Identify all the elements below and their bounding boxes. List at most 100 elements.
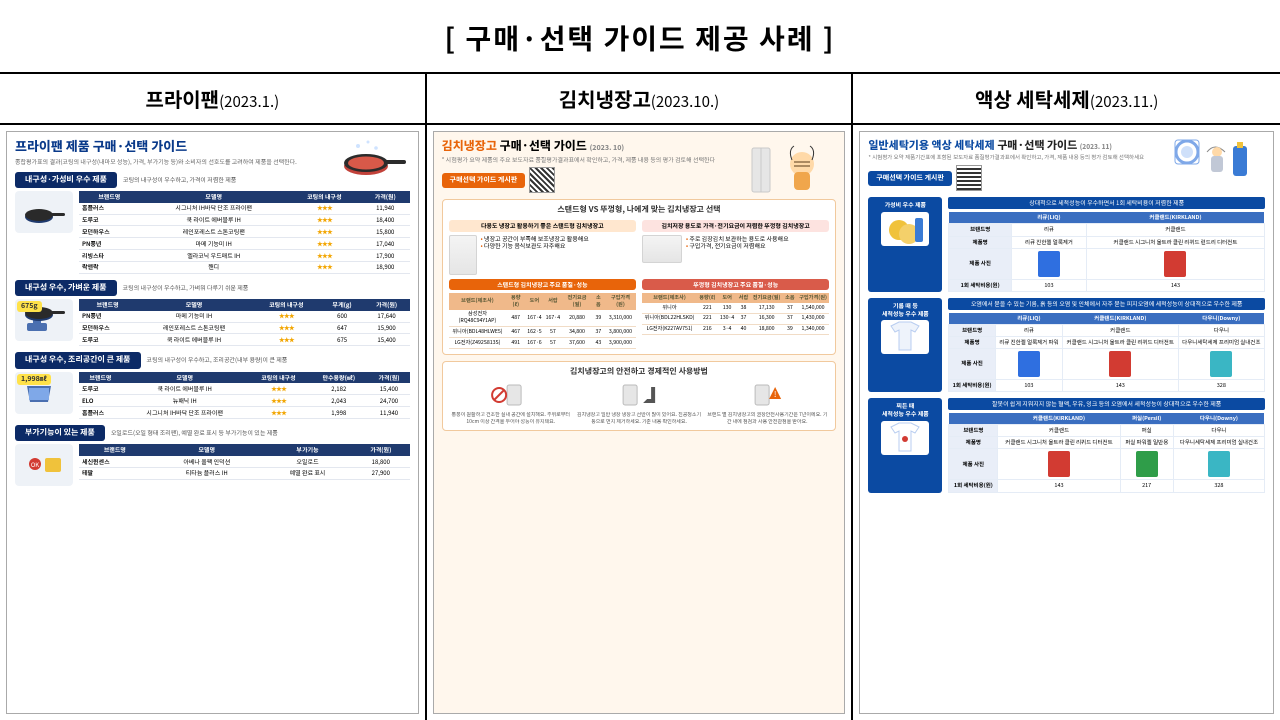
fp-section-desc: 코팅의 내구성이 우수하고, 가벼워 다루기 쉬운 제품 [123,284,249,292]
col-title: 액상 세탁세제 [975,84,1090,113]
fp-table: 브랜드명모델명코팅의 내구성무게(g)가격(원)PN풍년마메 기능미 IH★★★… [79,299,410,346]
fridge-stand-icon [449,235,477,275]
kf-table-lid: 브랜드(제조사)용량(ℓ)도어서랍전기요금(월)소음구입가격(원)위니아2211… [642,293,829,335]
tip-icon [449,381,573,407]
col-header-kf: 김치냉장고(2023.10.) [427,74,852,125]
kf-card: 김치냉장고 구매·선택 가이드 (2023. 10) * 시험평가 요약 제품의… [433,131,846,714]
col-header-dt: 액상 세탁세제(2023.11.) [853,74,1280,125]
table-row: 모던하우스레인포레스트 스톤코팅팬★★★64715,900 [79,322,410,334]
dt-tab-illustration [881,212,929,246]
table-row: 도루코쿡 라이트 에버블루 IH★★★2,18215,400 [79,383,410,394]
dt-guide-button[interactable]: 구매선택 가이드 게시판 [868,171,952,186]
kf-box-tips: 김치냉장고의 안전하고 경제적인 사용방법 통풍이 원활하고 건조한 실내 공간… [442,361,837,431]
table-row: 테팔티타늄 플러스 IH예열 완료 표시27,900 [79,467,410,479]
fp-table: 브랜드명모델명부가기능가격(원)세신퀸센스아베나 올팩 인덕션오일로드18,80… [79,444,410,479]
kf-tbl-a-title: 스탠드형 김치냉장고 주요 품질·성능 [449,279,636,291]
table-row: 제품 사진 [949,349,1265,380]
fp-thumb-icon: OK [15,444,73,486]
qr-code-icon [956,165,982,191]
detergent-bottle-icon [1210,351,1232,377]
col-date: (2023.1.) [219,91,279,112]
table-row: 1회 세탁비용(원)143217328 [949,480,1265,492]
detergent-bottle-icon [1048,451,1070,477]
detergent-bottle-icon [1208,451,1230,477]
fp-card: 프라이팬 제품 구매·선택 가이드 종합평가표의 결과(코팅의 내구성(내마모 … [6,131,419,714]
col-date: (2023.11.) [1090,91,1158,112]
table-row: 홈플러스시그니처 IH바닥 단조 프라이팬★★★11,940 [79,203,410,214]
dt-table: 커클랜드(KIRKLAND)퍼실(Persil)다우니(Downy)브랜드명커클… [948,413,1265,493]
col-fryingpan: 프라이팬(2023.1.) 프라이팬 제품 구매·선택 가이드 종합평가표의 결… [0,74,427,720]
fridge-lid-icon [642,235,682,263]
kf-hero-illustration [748,142,832,196]
pan-hero-illustration [338,138,408,184]
svg-text:!: ! [774,389,777,400]
col-date: (2023.10.) [651,91,719,112]
list-item: 구입가격, 전기요금이 저렴해요 [686,242,789,250]
table-row: 위니아(BDL48HLWE5)467162·55734,800373,800,0… [449,327,636,338]
kf-tbl-b-title: 뚜껑형 김치냉장고 주요 품질·성능 [642,279,829,291]
col-title: 프라이팬 [145,84,219,113]
kf-tip: !브랜드 별 김치냉장고의 권장안전사용기간은 7년이에요. 기간 내에 점검과… [705,381,829,425]
dt-table: 리큐(LiQ)커클랜드(KIRKLAND)다우니(Downy)브랜드명리큐커클랜… [948,313,1265,393]
dt-hero-illustration [1173,138,1263,190]
fp-section-tab: 내구성·가성비 우수 제품 [15,172,117,188]
col-kimchi: 김치냉장고(2023.10.) 김치냉장고 구매·선택 가이드 (2023. 1… [427,74,854,720]
dt-tab: 찌든 때세척성능 우수 제품 [868,398,942,492]
table-row: 브랜드명리큐커클랜드다우니 [949,324,1265,336]
table-row: 제품 사진 [949,449,1265,480]
detergent-bottle-icon [1038,251,1060,277]
table-row: 리빙스타엘라코닉 우드매트 IH★★★17,900 [79,250,410,262]
table-row: 모던하우스레인포레스트 스톤코팅팬★★★15,800 [79,226,410,238]
fp-section: 내구성 우수, 조리공간이 큰 제품코팅의 내구성이 우수하고, 조리공간(내부… [15,352,410,419]
table-row: 삼성전자(RQ48C94Y1AP)487167·4167·420,880393,… [449,310,636,327]
table-row: 1회 세탁비용(원)103143 [949,279,1265,291]
grid: 프라이팬(2023.1.) 프라이팬 제품 구매·선택 가이드 종합평가표의 결… [0,72,1280,720]
fp-section: 부가기능이 있는 제품오일로드(오일 형태 조리팬), 예열 완료 표시 등 부… [15,425,410,486]
fp-section-tab: 내구성 우수, 가벼운 제품 [15,280,117,296]
kf-stand-title: 다용도 냉장고 활용하기 좋은 스탠드형 김치냉장고 [449,220,636,232]
detergent-bottle-icon [1018,351,1040,377]
col-header-fp: 프라이팬(2023.1.) [0,74,425,125]
svg-text:OK: OK [31,460,39,469]
fp-section-desc: 코팅의 내구성이 우수하고, 가격이 저렴한 제품 [123,176,236,184]
kf-lid-title: 김치저장 용도로 가격·전기요금이 저렴한 뚜껑형 김치냉장고 [642,220,829,232]
dt-tab: 기름 때 등세척성능 우수 제품 [868,298,942,392]
dt-card: 일반세탁기용 액상 세탁세제 구매·선택 가이드 (2023. 11) * 시험… [859,131,1274,714]
qr-code-icon [529,167,555,193]
table-row: 제품명커클랜드 시그니처 울트라 클린 리퀴드 디터전트퍼실 파워젤 일반용다우… [949,437,1265,449]
fp-thumb-icon: 1,998㎖ [15,372,73,414]
dt-strip: 상대적으로 세척성능이 우수하면서 1회 세탁비용이 저렴한 제품 [948,197,1265,209]
col-title: 김치냉장고 [559,84,651,113]
table-row: LG전자(K227AV751)2163·44018,800391,340,000 [642,324,829,335]
kf-table-stand: 브랜드(제조사)용량(ℓ)도어서랍전기요금(월)소음구입가격(원)삼성전자(RQ… [449,293,636,349]
dt-table: 리큐(LiQ)커클랜드(KIRKLAND)브랜드명리큐커클랜드제품명리큐 진한젤… [948,212,1265,292]
table-row: PN풍년마메 기능미 IH★★★60017,640 [79,311,410,322]
fp-section-desc: 코팅의 내구성이 우수하고, 조리공간(내부 용량)이 큰 제품 [147,356,288,364]
table-row: 홈플러스시그니처 IH바닥 단조 프라이팬★★★1,99811,940 [79,407,410,419]
fp-thumb-icon [15,191,73,233]
table-row: 도루코쿡 라이트 에버블루 IH★★★18,400 [79,214,410,226]
table-row: LG전자(Z492S813S)491167·65737,600433,900,0… [449,338,636,349]
tip-icon [577,381,701,407]
kf-box-compare: 스탠드형 VS 뚜껑형, 나에게 맞는 김치냉장고 선택 다용도 냉장고 활용하… [442,199,837,354]
dt-section: 가성비 우수 제품상대적으로 세척성능이 우수하면서 1회 세탁비용이 저렴한 … [868,197,1265,291]
fp-section-desc: 오일로드(오일 형태 조리팬), 예열 완료 표시 등 부가기능이 있는 제품 [111,429,278,437]
fp-section: 내구성·가성비 우수 제품코팅의 내구성이 우수하고, 가격이 저렴한 제품브랜… [15,172,410,274]
kf-guide-button[interactable]: 구매선택 가이드 게시판 [442,173,526,188]
dt-strip: 오염에서 묻을 수 있는 기름, 흙 등의 오염 및 인체에서 자주 묻는 피지… [948,298,1265,310]
detergent-bottle-icon [1136,451,1158,477]
table-row: 브랜드명리큐커클랜드 [949,224,1265,236]
dt-section: 기름 때 등세척성능 우수 제품 오염에서 묻을 수 있는 기름, 흙 등의 오염… [868,298,1265,392]
main-title: [ 구매·선택 가이드 제공 사례 ] [0,0,1280,72]
table-row: 도루코쿡 라이트 에버블루 IH★★★67515,400 [79,334,410,346]
table-row: ELO뉴패닉 IH★★★2,04324,700 [79,395,410,407]
table-row: 브랜드명커클랜드퍼실다우니 [949,425,1265,437]
dt-tab-illustration [881,421,929,455]
list-item: 다양한 기능 음식보관도 자주해요 [481,242,589,250]
detergent-bottle-icon [1109,351,1131,377]
table-row: 위니아(BDL22HLSKD)221130·43716,300371,430,0… [642,313,829,324]
table-row: 1회 세탁비용(원)103143328 [949,380,1265,392]
kf-tip: 통풍이 원활하고 건조한 실내 공간에 설치해요. 주위로부터 10cm 이상 … [449,381,573,425]
table-row: 제품 사진 [949,248,1265,279]
table-row: 위니아2211303817,130371,540,000 [642,303,829,313]
